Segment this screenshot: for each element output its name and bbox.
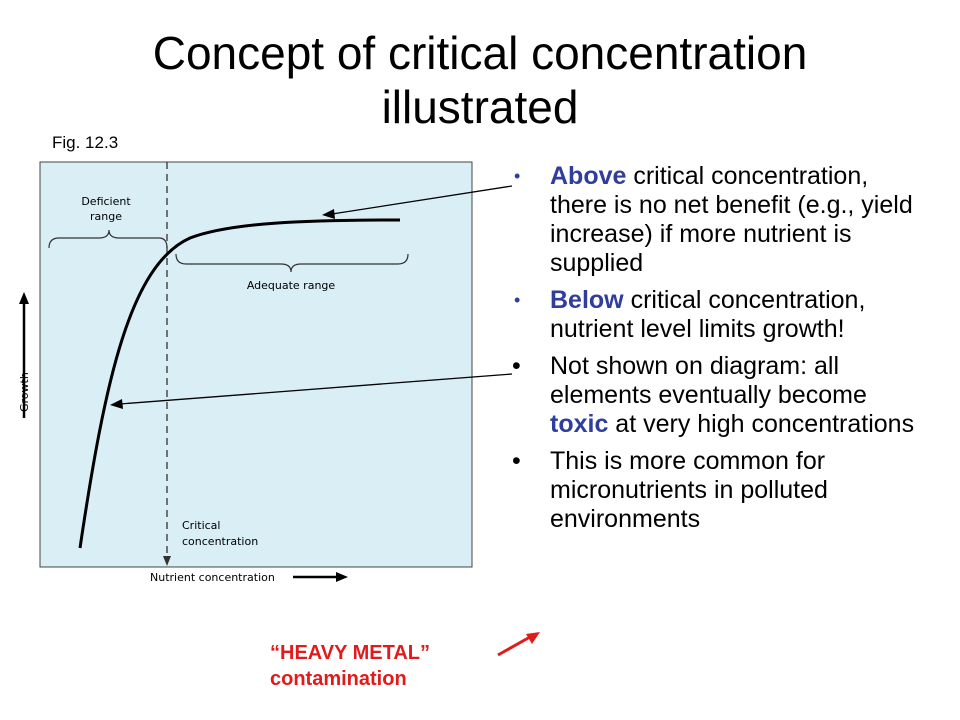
critical-line-arrowhead [163,556,171,566]
bullet-below: Below critical concentration, nutrient l… [510,286,930,344]
y-axis-arrowhead [19,292,29,304]
bullet-above-text: critical concentration, there is no net … [550,162,913,277]
bullet-toxic-pre: Not shown on diagram: all elements event… [550,352,867,409]
adequate-brace [175,253,409,273]
callout-line-1: “HEAVY METAL” [270,642,431,664]
growth-curve [78,218,401,549]
deficient-label-line1: Deficient [81,195,131,208]
x-axis-arrowhead [336,572,348,582]
deficient-brace [48,229,168,249]
title-line-2: illustrated [381,81,579,133]
bullet-micronutrients-text: This is more common for micronutrients i… [550,447,828,533]
slide-title: Concept of critical concentration illust… [60,26,900,134]
bullet-micronutrients: This is more common for micronutrients i… [510,447,930,534]
critical-label-line1: Critical [182,519,220,532]
bullet-toxic-post: at very high concentrations [608,410,915,438]
bullet-below-text: critical concentration, nutrient level l… [550,286,866,343]
callout-line-2: contamination [270,668,407,690]
critical-concentration-diagram: Growth Deficient range Adequate range Cr… [0,150,480,600]
bullet-list: Above critical concentration, there is n… [510,162,930,542]
heavy-metal-callout: “HEAVY METAL” contamination [270,640,430,692]
deficient-label-line2: range [90,210,122,223]
keyword-toxic: toxic [550,410,609,438]
bullet-toxic: Not shown on diagram: all elements event… [510,352,930,439]
plot-area [39,161,473,568]
critical-label-line2: concentration [182,535,258,548]
figure-label: Fig. 12.3 [52,133,119,152]
bullet-above: Above critical concentration, there is n… [510,162,930,278]
title-line-1: Concept of critical concentration [152,27,808,79]
keyword-above: Above [550,162,627,190]
red-callout-arrow [497,632,540,657]
y-axis-label: Growth [18,372,31,412]
x-axis-label: Nutrient concentration [150,571,275,584]
keyword-below: Below [550,286,624,314]
adequate-label: Adequate range [247,279,336,292]
